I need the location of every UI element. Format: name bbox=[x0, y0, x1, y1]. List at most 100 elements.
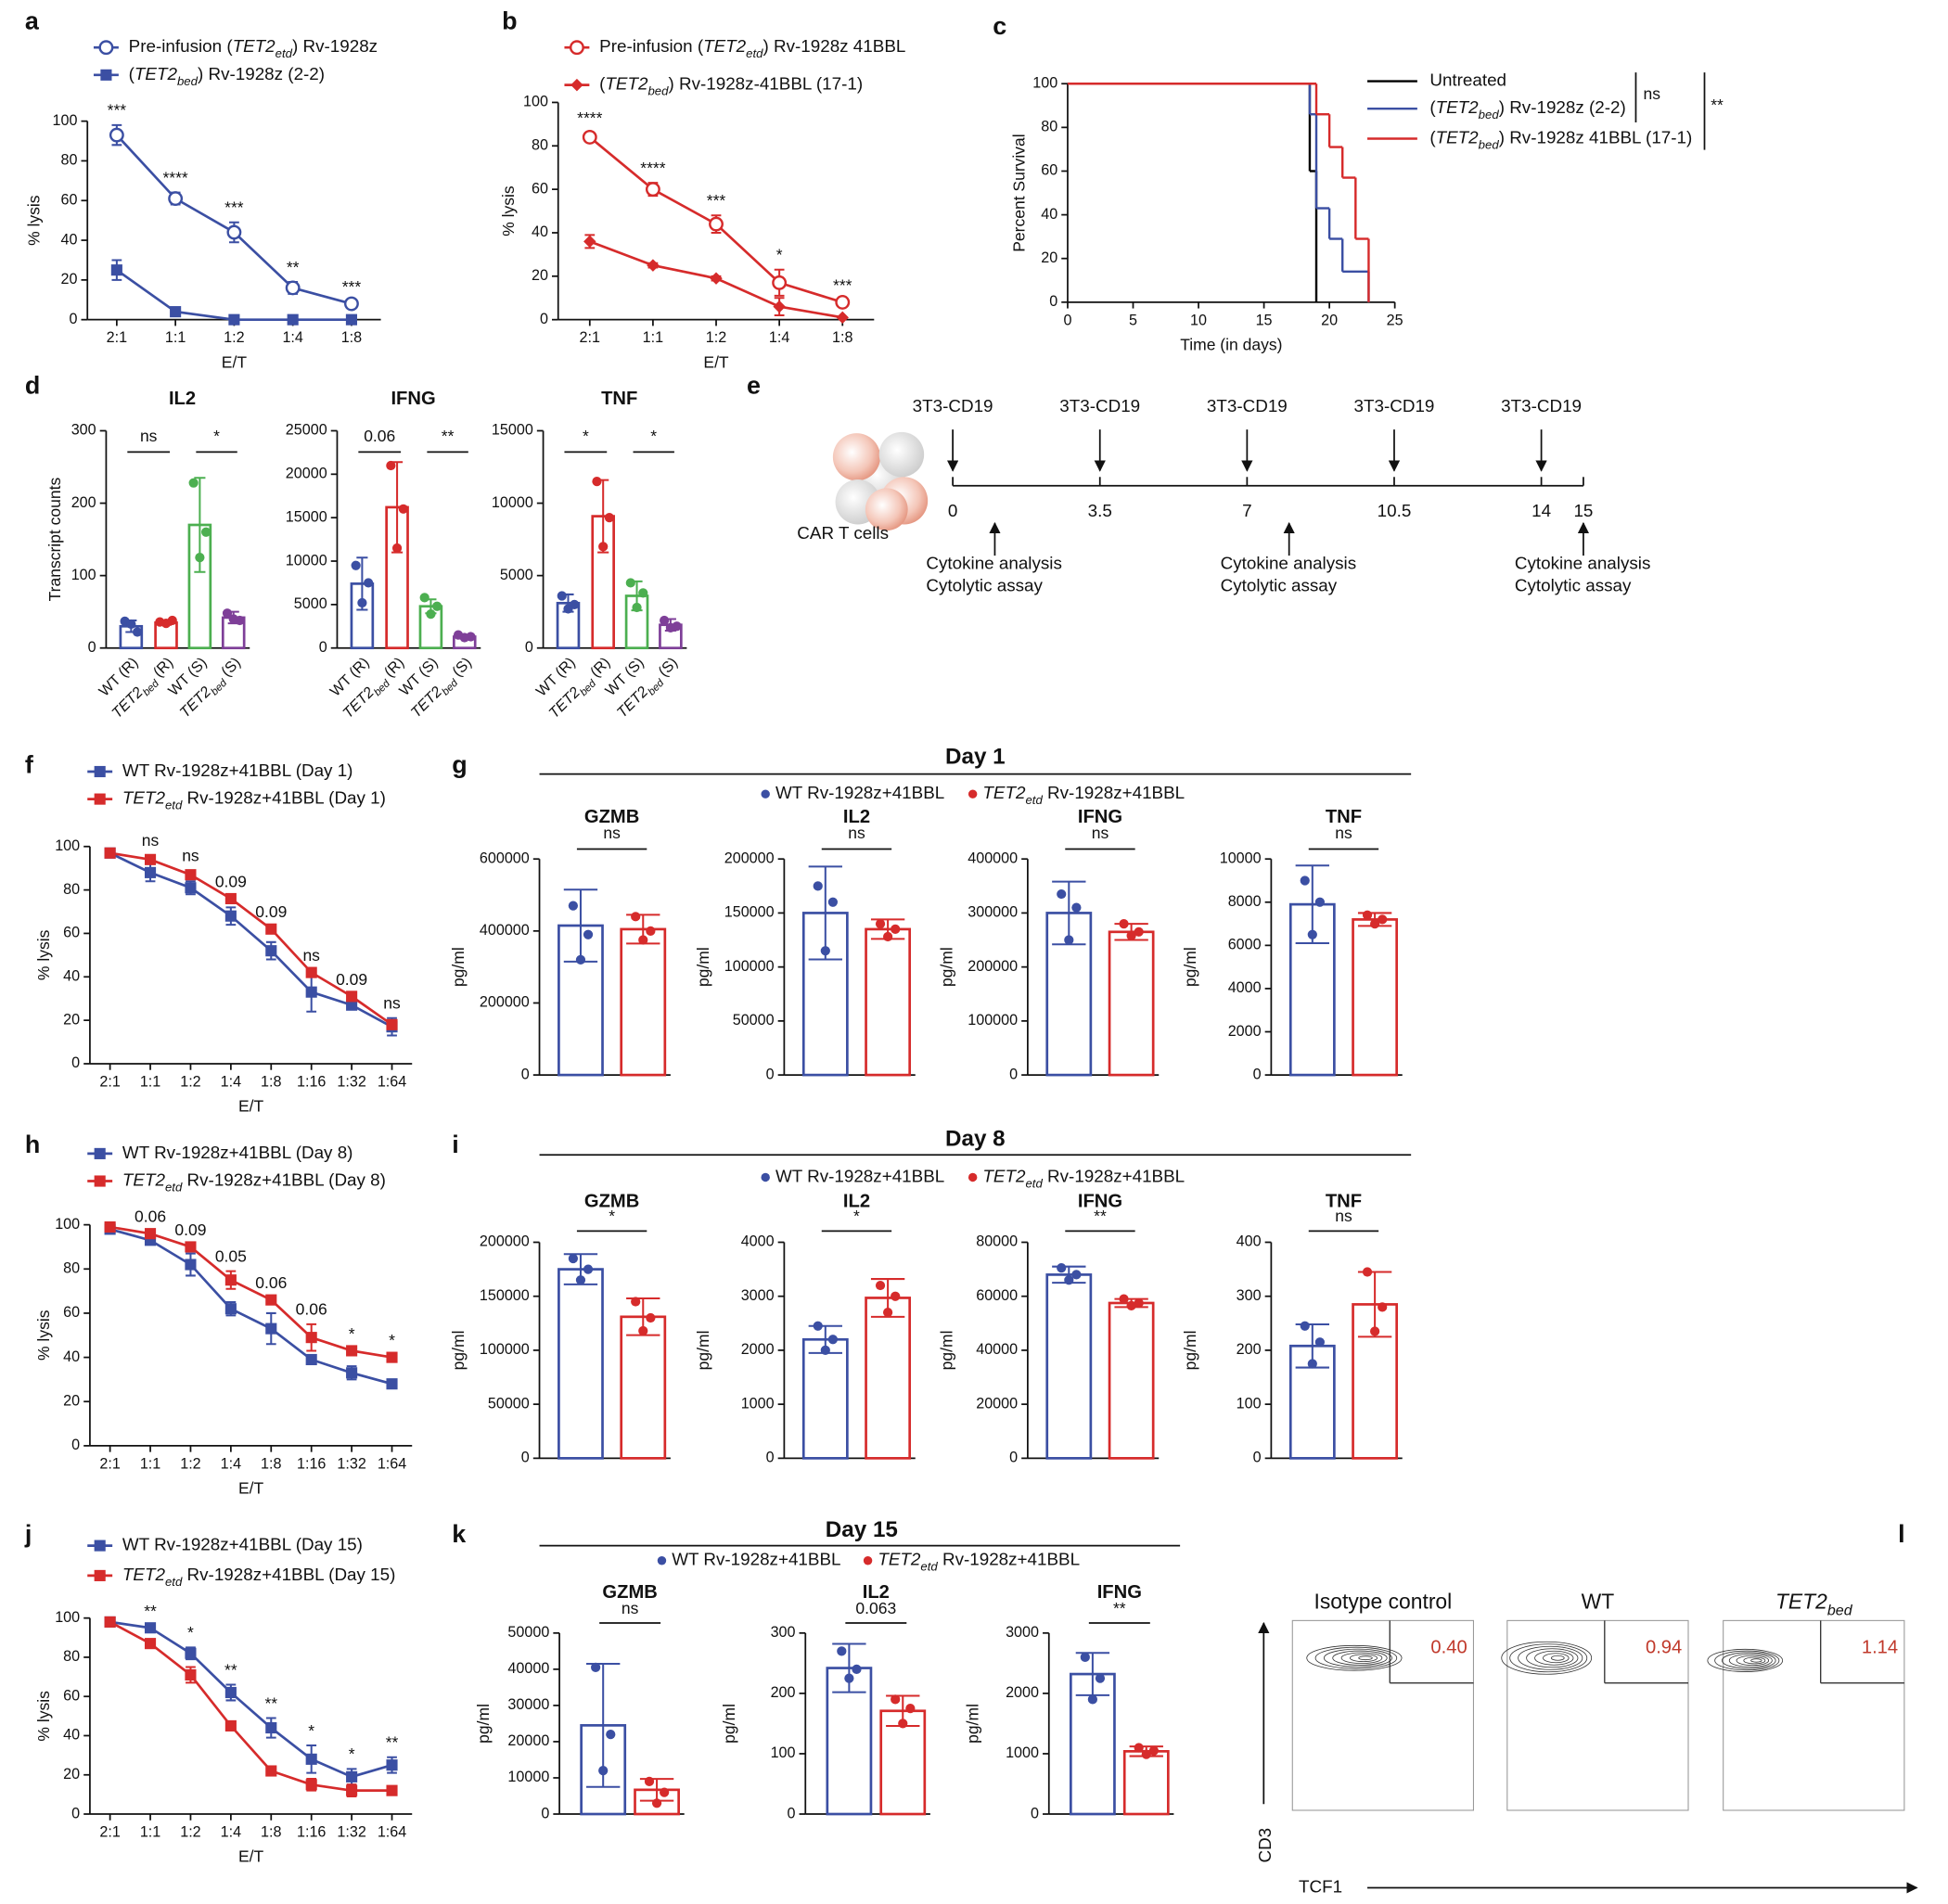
y-tick-label: 100 bbox=[55, 837, 80, 854]
data-point bbox=[1362, 1267, 1373, 1277]
legend-marker bbox=[94, 1569, 106, 1581]
contour bbox=[1750, 1658, 1762, 1663]
data-point bbox=[1378, 1302, 1388, 1312]
data-point bbox=[386, 460, 396, 471]
marker bbox=[386, 1378, 398, 1390]
data-point bbox=[891, 1694, 901, 1705]
gene-subscript: etd bbox=[746, 46, 763, 60]
chart-title: GZMB bbox=[602, 1582, 657, 1603]
legend-label: TET2etd Rv-1928z+41BBL bbox=[982, 783, 1185, 807]
data-point bbox=[132, 627, 143, 637]
y-tick-label: 2000 bbox=[1006, 1684, 1039, 1701]
y-tick-label: 10000 bbox=[507, 1769, 549, 1785]
data-point bbox=[563, 604, 573, 614]
data-point bbox=[357, 597, 367, 608]
data-point bbox=[426, 609, 436, 620]
gene-subscript: bed bbox=[647, 677, 667, 697]
marker bbox=[346, 1770, 358, 1783]
significance: ns bbox=[140, 427, 158, 445]
data-point bbox=[1119, 918, 1129, 929]
x-tick-label: 1:1 bbox=[165, 329, 186, 346]
contour bbox=[1501, 1641, 1593, 1675]
contour bbox=[1349, 1654, 1378, 1662]
y-tick-label: 20000 bbox=[286, 466, 327, 482]
analysis-label: Cytolytic assay bbox=[1221, 576, 1338, 595]
y-tick-label: 0 bbox=[521, 1066, 530, 1082]
series-line bbox=[109, 1620, 392, 1779]
y-tick-label: 60 bbox=[532, 180, 548, 197]
y-tick-label: 20 bbox=[60, 271, 77, 288]
significance: ns bbox=[1335, 1207, 1352, 1225]
x-tick-label: 1:8 bbox=[341, 329, 362, 346]
analysis-label: Cytokine analysis bbox=[926, 554, 1062, 573]
bar bbox=[1108, 1301, 1155, 1460]
cell bbox=[865, 488, 908, 531]
data-point bbox=[1362, 910, 1373, 920]
x-tick-label: 1:64 bbox=[378, 1823, 406, 1840]
y-tick-label: 80 bbox=[1041, 119, 1057, 135]
data-point bbox=[1134, 1743, 1144, 1753]
y-tick-label: 80000 bbox=[976, 1233, 1018, 1250]
y-axis-title: % lysis bbox=[24, 195, 43, 246]
marker bbox=[265, 1721, 277, 1734]
legend-label: (TET2bed) Rv-1928z-41BBL (17-1) bbox=[599, 74, 863, 98]
x-tick-label: 1:1 bbox=[140, 1455, 160, 1472]
significance: * bbox=[853, 1207, 860, 1225]
marker bbox=[287, 313, 299, 326]
panel-letter: e bbox=[747, 371, 761, 399]
marker bbox=[305, 1332, 317, 1344]
y-tick-label: 4000 bbox=[1228, 979, 1262, 996]
gate-label: 0.94 bbox=[1646, 1637, 1682, 1657]
legend-marker bbox=[100, 69, 112, 81]
panel-letter: c bbox=[993, 12, 1006, 40]
gene-subscript: bed bbox=[578, 678, 598, 698]
contour bbox=[1340, 1652, 1383, 1664]
plot-frame bbox=[1506, 1619, 1689, 1811]
significance: * bbox=[187, 1623, 194, 1642]
significance: 0.09 bbox=[174, 1220, 206, 1239]
legend-label: WT Rv-1928z+41BBL (Day 8) bbox=[122, 1143, 353, 1162]
data-point bbox=[1314, 897, 1325, 907]
gene-name: TET2 bbox=[1436, 127, 1480, 147]
bar bbox=[865, 927, 912, 1077]
legend-dot bbox=[968, 789, 978, 799]
bar bbox=[1045, 1273, 1093, 1460]
data-point bbox=[1126, 930, 1136, 941]
marker bbox=[185, 1668, 197, 1681]
data-point bbox=[419, 593, 429, 603]
x-tick-label: 1:32 bbox=[337, 1455, 365, 1472]
y-tick-label: 80 bbox=[63, 881, 80, 898]
panel-letter: h bbox=[25, 1131, 40, 1158]
marker bbox=[773, 300, 786, 313]
gene-subscript: etd bbox=[276, 46, 293, 60]
y-tick-label: 200000 bbox=[480, 1233, 530, 1250]
data-point bbox=[222, 608, 233, 619]
data-point bbox=[827, 897, 838, 907]
x-tick-label: 5 bbox=[1129, 312, 1137, 328]
gene-name: TET2 bbox=[122, 1565, 166, 1584]
marker bbox=[109, 127, 124, 143]
x-tick-label: 1:64 bbox=[378, 1073, 406, 1090]
y-tick-label: 100 bbox=[1032, 75, 1057, 92]
bar bbox=[801, 912, 849, 1077]
significance: ns bbox=[182, 846, 199, 864]
legend-marker bbox=[98, 40, 114, 56]
y-axis-title: Percent Survival bbox=[1009, 134, 1028, 251]
x-tick-label: 1:16 bbox=[297, 1073, 326, 1090]
data-point bbox=[391, 543, 403, 554]
contour bbox=[1306, 1644, 1403, 1671]
marker bbox=[170, 306, 182, 318]
y-tick-label: 20 bbox=[1041, 249, 1057, 266]
series-line bbox=[109, 851, 393, 1029]
cell bbox=[878, 431, 925, 478]
legend-label: Pre-infusion (TET2etd) Rv-1928z bbox=[129, 36, 378, 60]
data-point bbox=[820, 1345, 830, 1356]
gene-name: TET2 bbox=[233, 36, 276, 56]
cell-label: CAR T cells bbox=[797, 523, 889, 543]
significance: ns bbox=[1092, 824, 1109, 842]
y-tick-label: 0 bbox=[71, 1805, 80, 1821]
y-tick-label: 20000 bbox=[507, 1732, 549, 1749]
significance: *** bbox=[224, 198, 244, 217]
panel-letter: j bbox=[24, 1520, 32, 1548]
data-point bbox=[646, 926, 656, 936]
